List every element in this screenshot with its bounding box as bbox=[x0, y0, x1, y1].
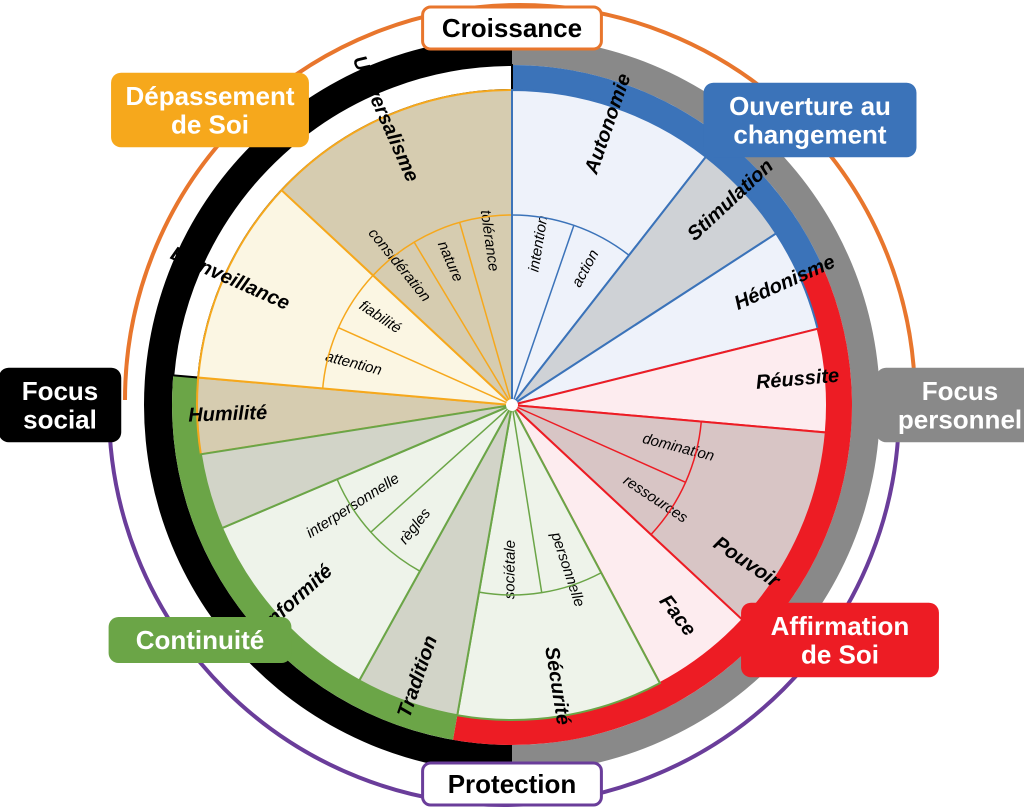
label-text-focus-social: Focus bbox=[22, 376, 99, 406]
label-text-depassement: de Soi bbox=[171, 109, 249, 139]
label-continuite: Continuité bbox=[109, 617, 292, 663]
center-dot bbox=[506, 399, 518, 411]
label-text-continuite: Continuité bbox=[136, 625, 265, 655]
sub-label-securite: sociétale bbox=[501, 540, 519, 599]
value-label-humilite: Humilité bbox=[188, 402, 268, 427]
label-depassement: Dépassementde Soi bbox=[111, 73, 309, 148]
label-text-ouverture: changement bbox=[733, 119, 886, 149]
label-text-protection: Protection bbox=[448, 769, 577, 799]
label-focus-social: Focussocial bbox=[0, 368, 121, 443]
label-text-focus-perso: personnel bbox=[898, 404, 1022, 434]
label-text-affirmation: Affirmation bbox=[771, 611, 910, 641]
label-text-affirmation: de Soi bbox=[801, 639, 879, 669]
label-protection: Protection bbox=[423, 763, 602, 805]
label-text-ouverture: Ouverture au bbox=[729, 91, 891, 121]
label-focus-perso: Focuspersonnel bbox=[876, 368, 1024, 443]
label-text-croissance: Croissance bbox=[442, 13, 582, 43]
label-text-depassement: Dépassement bbox=[125, 81, 294, 111]
label-text-focus-perso: Focus bbox=[922, 376, 999, 406]
values-wheel-diagram: HumilitéattentionfiabilitéBienveillancec… bbox=[0, 0, 1024, 810]
label-affirmation: Affirmationde Soi bbox=[741, 603, 939, 678]
label-ouverture: Ouverture auchangement bbox=[704, 83, 917, 158]
label-text-focus-social: social bbox=[23, 404, 97, 434]
label-croissance: Croissance bbox=[423, 7, 602, 49]
